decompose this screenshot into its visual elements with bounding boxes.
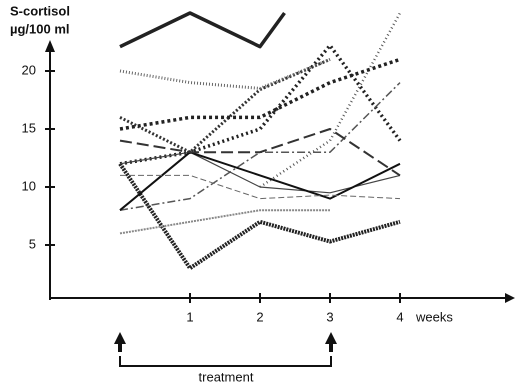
annotation: treatment	[199, 369, 254, 384]
axis-arrow	[45, 40, 55, 52]
y-label: µg/100 ml	[10, 21, 70, 36]
treatment-arrow	[325, 332, 337, 352]
x-tick-label: 3	[326, 309, 333, 324]
series-line	[119, 57, 401, 131]
series-line	[119, 151, 401, 194]
treatment-bracket	[119, 356, 332, 367]
series-line	[119, 58, 331, 154]
axis-arrow	[505, 293, 515, 303]
series-line	[119, 11, 286, 49]
x-tick-label: 2	[256, 309, 263, 324]
y-tick-label: 15	[22, 120, 36, 135]
series-line	[119, 151, 401, 211]
x-tick-label: 1	[186, 309, 193, 324]
series-line	[119, 128, 401, 177]
x-tick-label: 4	[396, 309, 403, 324]
series-line	[119, 43, 402, 166]
series-line	[118, 162, 401, 271]
x-label: weeks	[415, 309, 453, 324]
y-tick-label: 5	[29, 236, 36, 251]
series-line	[120, 174, 401, 200]
y-label: S-cortisol	[10, 3, 70, 18]
treatment-arrow	[114, 332, 126, 352]
series-line	[119, 209, 330, 235]
y-tick-label: 10	[22, 178, 36, 193]
series-line	[119, 82, 401, 211]
y-tick-label: 20	[22, 62, 36, 77]
